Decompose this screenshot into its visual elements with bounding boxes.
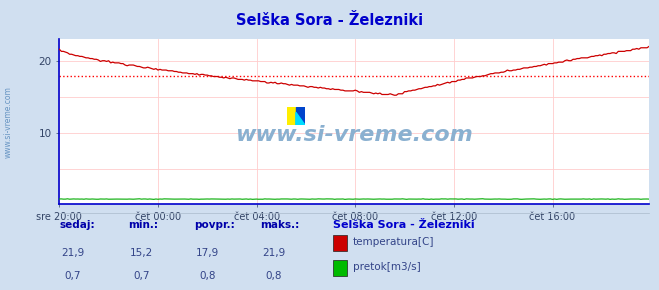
Polygon shape	[296, 107, 305, 125]
Text: Selška Sora - Železniki: Selška Sora - Železniki	[236, 13, 423, 28]
Text: 0,8: 0,8	[199, 271, 216, 281]
Text: www.si-vreme.com: www.si-vreme.com	[235, 125, 473, 145]
Polygon shape	[287, 107, 296, 125]
Text: povpr.:: povpr.:	[194, 220, 235, 230]
Text: 21,9: 21,9	[61, 248, 84, 258]
Text: pretok[m3/s]: pretok[m3/s]	[353, 262, 420, 272]
Polygon shape	[296, 112, 305, 125]
Text: 0,7: 0,7	[133, 271, 150, 281]
Text: min.:: min.:	[129, 220, 159, 230]
Text: www.si-vreme.com: www.si-vreme.com	[3, 86, 13, 158]
Text: maks.:: maks.:	[260, 220, 300, 230]
Text: 0,7: 0,7	[64, 271, 81, 281]
Text: sedaj:: sedaj:	[59, 220, 95, 230]
Text: 15,2: 15,2	[130, 248, 154, 258]
Text: 17,9: 17,9	[196, 248, 219, 258]
Text: Selška Sora - Železniki: Selška Sora - Železniki	[333, 220, 474, 230]
Text: temperatura[C]: temperatura[C]	[353, 237, 434, 247]
Text: 21,9: 21,9	[262, 248, 285, 258]
Text: 0,8: 0,8	[265, 271, 282, 281]
